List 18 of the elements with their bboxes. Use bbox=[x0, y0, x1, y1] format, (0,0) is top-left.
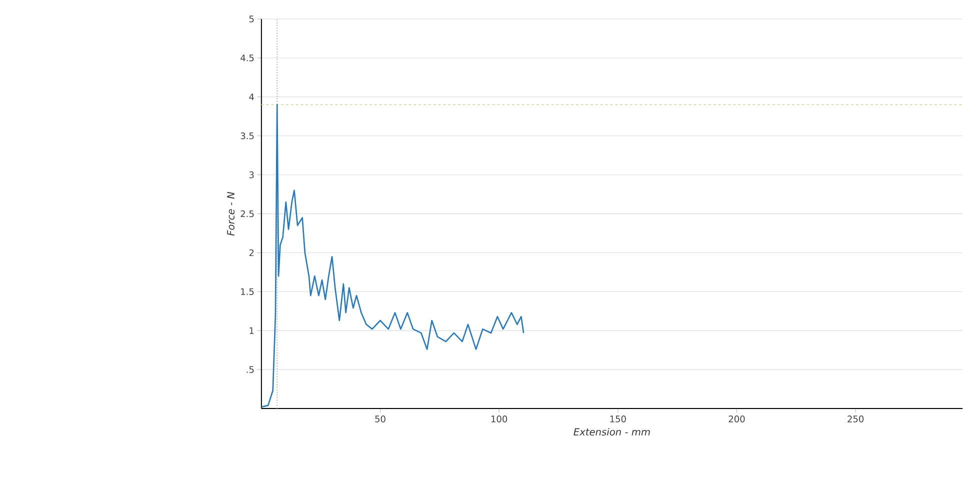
y-tick-label: 1 bbox=[250, 327, 254, 334]
y-tick-label: 5 bbox=[249, 16, 254, 22]
line-series bbox=[260, 104, 524, 408]
x-tick-label: 150 bbox=[610, 416, 626, 422]
x-axis-title: Extension - mm bbox=[574, 428, 650, 436]
x-tick-label: 100 bbox=[491, 416, 508, 422]
y-tick-label: 1.5 bbox=[241, 288, 254, 296]
y-tick-label: 4 bbox=[249, 94, 254, 100]
y-tick-label: 4.5 bbox=[240, 54, 254, 62]
y-tick-label: 2.5 bbox=[240, 210, 254, 218]
x-tick-label: 250 bbox=[848, 416, 864, 422]
y-tick-label: 3 bbox=[249, 171, 254, 178]
x-tick-label: 200 bbox=[728, 416, 745, 422]
y-axis-title: Force - N bbox=[227, 192, 234, 236]
y-tick-label: 2 bbox=[249, 249, 254, 256]
y-tick-label: 3.5 bbox=[240, 132, 254, 140]
x-tick-label: 50 bbox=[375, 416, 386, 422]
y-tick-label: .5 bbox=[246, 366, 254, 373]
